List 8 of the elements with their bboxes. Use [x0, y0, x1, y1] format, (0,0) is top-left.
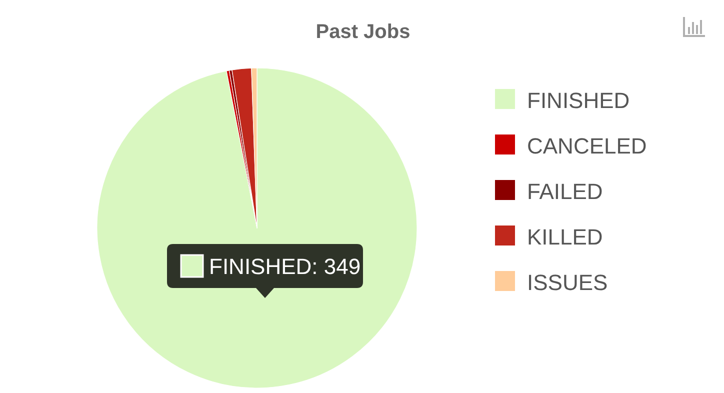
legend-label: FINISHED [527, 88, 630, 113]
chart-title: Past Jobs [316, 21, 410, 43]
data-label: FINISHED: 349 [209, 254, 361, 279]
legend-label: ISSUES [527, 270, 608, 295]
legend-label: KILLED [527, 224, 603, 250]
legend-label: CANCELED [527, 134, 647, 158]
legend-label: FAILED [527, 179, 603, 204]
pie-slice [96, 68, 418, 388]
